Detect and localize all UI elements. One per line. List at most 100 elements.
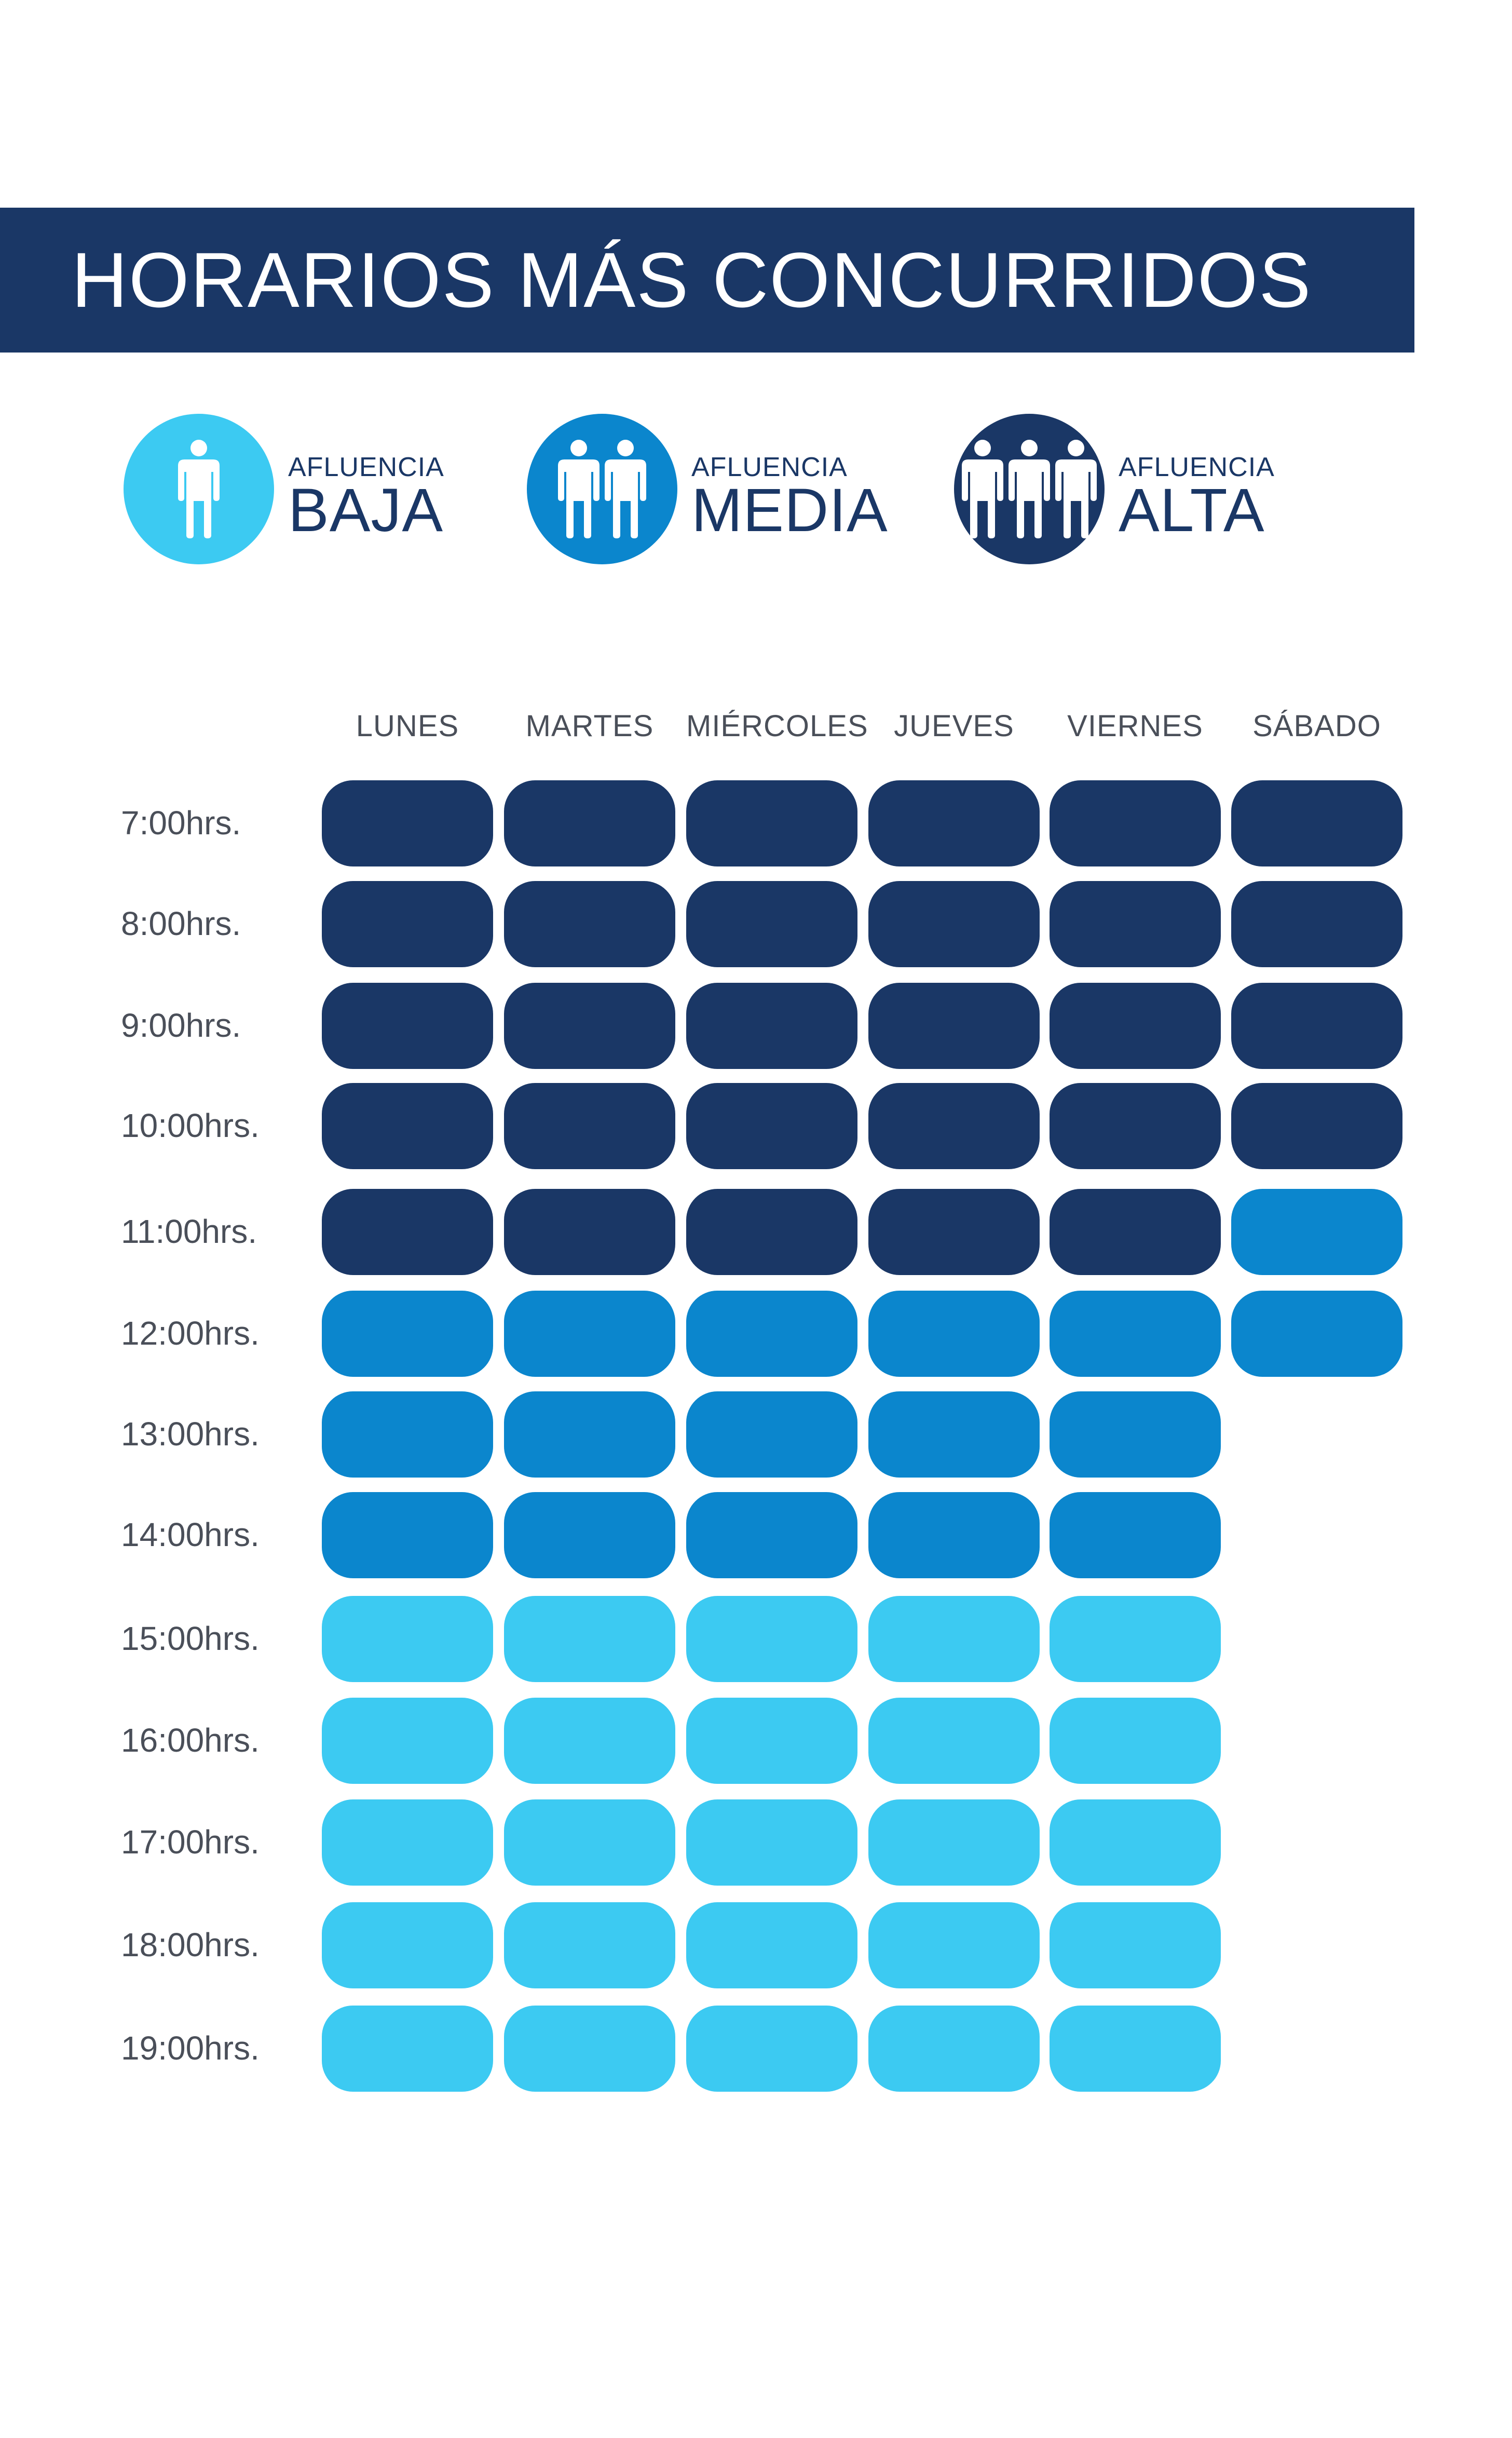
cell-baja (322, 1902, 493, 1988)
cell-alta (322, 780, 493, 866)
cell-baja (1050, 1698, 1221, 1784)
cell-media (1231, 1189, 1402, 1275)
cell-alta (504, 983, 675, 1069)
cell-alta (868, 881, 1040, 967)
cell-media (504, 1291, 675, 1377)
time-label: 12:00hrs. (121, 1315, 260, 1352)
cell-alta (1050, 780, 1221, 866)
cell-alta (686, 881, 857, 967)
cell-alta (868, 1189, 1040, 1275)
time-label: 10:00hrs. (121, 1107, 260, 1144)
time-label: 7:00hrs. (121, 804, 241, 842)
cell-alta (504, 1083, 675, 1169)
time-label: 8:00hrs. (121, 905, 241, 942)
cell-alta (868, 983, 1040, 1069)
legend-label: AFLUENCIA BAJA (288, 452, 444, 545)
time-label: 11:00hrs. (121, 1213, 257, 1250)
cell-alta (322, 1189, 493, 1275)
cell-media (868, 1291, 1040, 1377)
cell-media (686, 1391, 857, 1478)
cell-alta (504, 780, 675, 866)
time-label: 13:00hrs. (121, 1415, 260, 1453)
time-label: 16:00hrs. (121, 1722, 260, 1759)
time-label: 9:00hrs. (121, 1007, 241, 1044)
cell-alta (504, 1189, 675, 1275)
day-label: MIÉRCOLES (686, 709, 868, 743)
cell-alta (1231, 881, 1402, 967)
cell-alta (1050, 881, 1221, 967)
cell-alta (868, 780, 1040, 866)
person-icon (124, 414, 274, 564)
cell-baja (504, 2006, 675, 2092)
two-people-icon (527, 414, 677, 564)
cell-alta (504, 881, 675, 967)
cell-baja (868, 1902, 1040, 1988)
legend-label-small: AFLUENCIA (1119, 452, 1275, 482)
cell-media (868, 1492, 1040, 1578)
time-label: 17:00hrs. (121, 1823, 260, 1861)
legend-label-small: AFLUENCIA (288, 452, 444, 482)
cell-alta (1050, 983, 1221, 1069)
cell-baja (868, 1799, 1040, 1886)
cell-media (322, 1291, 493, 1377)
cell-media (1050, 1492, 1221, 1578)
cell-baja (322, 1799, 493, 1886)
cell-alta (1231, 983, 1402, 1069)
cell-baja (504, 1698, 675, 1784)
cell-alta (686, 983, 857, 1069)
cell-media (1050, 1291, 1221, 1377)
cell-media (504, 1492, 675, 1578)
cell-baja (686, 1596, 857, 1682)
legend-label-level: BAJA (288, 476, 444, 545)
cell-baja (1050, 1902, 1221, 1988)
cell-alta (1231, 780, 1402, 866)
page-title: HORARIOS MÁS CONCURRIDOS (71, 236, 1312, 323)
cell-baja (322, 1596, 493, 1682)
cell-baja (868, 1596, 1040, 1682)
cell-alta (686, 1189, 857, 1275)
cell-alta (686, 780, 857, 866)
cell-alta (1050, 1083, 1221, 1169)
time-label: 19:00hrs. (121, 2029, 260, 2067)
cell-alta (322, 881, 493, 967)
time-label: 15:00hrs. (121, 1620, 260, 1657)
cell-baja (868, 1698, 1040, 1784)
title-bar: HORARIOS MÁS CONCURRIDOS (0, 208, 1414, 353)
cell-baja (504, 1596, 675, 1682)
cell-media (322, 1391, 493, 1478)
cell-baja (686, 1698, 857, 1784)
day-label: MARTES (525, 709, 654, 743)
cell-baja (1050, 2006, 1221, 2092)
cell-media (1050, 1391, 1221, 1478)
legend-label-level: ALTA (1119, 476, 1265, 545)
legend-label: AFLUENCIA ALTA (1119, 452, 1275, 545)
cell-alta (1050, 1189, 1221, 1275)
day-label: SÁBADO (1252, 709, 1381, 743)
cell-baja (322, 2006, 493, 2092)
cell-baja (504, 1902, 675, 1988)
cell-media (322, 1492, 493, 1578)
cell-media (686, 1291, 857, 1377)
cell-alta (322, 983, 493, 1069)
cell-media (686, 1492, 857, 1578)
cell-baja (868, 2006, 1040, 2092)
cell-baja (1050, 1596, 1221, 1682)
time-label: 14:00hrs. (121, 1516, 260, 1553)
cell-baja (322, 1698, 493, 1784)
cell-baja (1050, 1799, 1221, 1886)
cell-media (868, 1391, 1040, 1478)
cell-media (504, 1391, 675, 1478)
cell-baja (504, 1799, 675, 1886)
cell-baja (686, 1799, 857, 1886)
cell-baja (686, 2006, 857, 2092)
day-label: JUEVES (894, 709, 1014, 743)
day-label: VIERNES (1067, 709, 1203, 743)
cell-media (1231, 1291, 1402, 1377)
cell-alta (322, 1083, 493, 1169)
legend-label-small: AFLUENCIA (691, 452, 848, 482)
cell-baja (686, 1902, 857, 1988)
legend-label-level: MEDIA (691, 476, 888, 545)
cell-alta (686, 1083, 857, 1169)
time-label: 18:00hrs. (121, 1926, 260, 1963)
